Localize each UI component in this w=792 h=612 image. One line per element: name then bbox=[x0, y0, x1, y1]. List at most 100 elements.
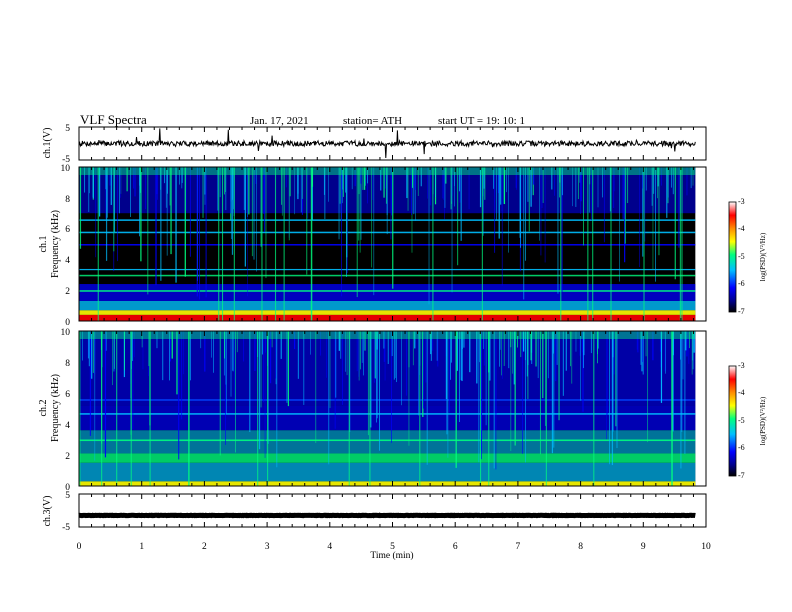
sferic-streak bbox=[660, 331, 662, 368]
sferic-streak bbox=[113, 167, 115, 232]
sferic-streak bbox=[559, 167, 561, 183]
sferic-streak bbox=[494, 167, 496, 253]
sferic-streak bbox=[391, 167, 392, 216]
sferic-streak bbox=[79, 331, 81, 486]
sferic-streak bbox=[587, 167, 589, 321]
sferic-streak bbox=[671, 331, 673, 486]
sferic-streak bbox=[97, 167, 99, 321]
sferic-streak bbox=[493, 331, 495, 469]
sferic-streak bbox=[479, 331, 482, 486]
sferic-streak bbox=[590, 331, 592, 354]
sferic-streak bbox=[462, 331, 463, 349]
sferic-streak bbox=[303, 331, 305, 405]
sferic-streak bbox=[688, 331, 690, 364]
sferic-streak bbox=[372, 167, 374, 200]
sferic-streak bbox=[224, 167, 225, 195]
sferic-streak bbox=[496, 167, 497, 221]
sferic-streak bbox=[176, 331, 178, 395]
time-axis-label: Time (min) bbox=[370, 550, 413, 561]
sferic-streak bbox=[454, 167, 455, 207]
sferic-streak bbox=[637, 331, 639, 353]
sferic-streak bbox=[692, 167, 694, 186]
sferic-streak bbox=[392, 167, 394, 289]
sferic-streak bbox=[451, 167, 453, 293]
sferic-streak bbox=[367, 167, 368, 204]
sferic-streak bbox=[149, 331, 151, 486]
sferic-streak bbox=[334, 331, 336, 429]
sferic-streak bbox=[386, 167, 388, 235]
sferic-streak bbox=[185, 167, 187, 211]
sferic-streak bbox=[660, 331, 663, 403]
sferic-streak bbox=[243, 167, 245, 210]
sferic-streak bbox=[233, 167, 234, 210]
time-axis-tick-label: 4 bbox=[327, 542, 332, 552]
sferic-streak bbox=[443, 167, 445, 200]
sferic-streak bbox=[422, 331, 424, 417]
sferic-streak bbox=[619, 167, 620, 282]
ch2-spec-ytick-4: 4 bbox=[65, 421, 70, 431]
sferic-streak bbox=[219, 167, 221, 198]
sferic-streak bbox=[501, 167, 503, 286]
time-axis-tick-label: 10 bbox=[701, 542, 711, 552]
sferic-streak bbox=[367, 167, 368, 184]
sferic-streak bbox=[132, 331, 133, 361]
sferic-streak bbox=[693, 331, 695, 353]
sferic-streak bbox=[681, 331, 683, 432]
sferic-streak bbox=[579, 167, 581, 183]
sferic-streak bbox=[406, 331, 407, 396]
sferic-streak bbox=[281, 167, 282, 205]
ch1-cb-tick-m3: -3 bbox=[738, 197, 745, 206]
sferic-streak bbox=[396, 331, 397, 383]
sferic-streak bbox=[455, 331, 457, 468]
sferic-streak bbox=[347, 167, 348, 274]
sferic-streak bbox=[537, 331, 539, 379]
sferic-streak bbox=[99, 167, 101, 217]
ch1-colorbar-frame bbox=[728, 201, 737, 313]
time-axis-tick-label: 8 bbox=[578, 542, 583, 552]
sferic-streak bbox=[139, 167, 141, 193]
sferic-streak bbox=[674, 167, 676, 280]
ch1-waveform-panel: 5 -5 ch.1(V) bbox=[42, 124, 707, 165]
sferic-streak bbox=[302, 167, 304, 199]
time-axis-tick-labels: 0 1 2 3 4 5 6 7 8 9 10 bbox=[77, 542, 711, 552]
ch1-spec-ylabel-frequency: Frequency (kHz) bbox=[50, 210, 61, 278]
sferic-streak bbox=[457, 167, 459, 266]
sferic-streak bbox=[340, 331, 342, 359]
sferic-streak bbox=[141, 331, 143, 348]
sferic-streak bbox=[92, 331, 94, 373]
ch2-colorbar: -3 -4 -5 -6 -7 log(PSD)(V²/Hz) bbox=[728, 361, 767, 480]
sferic-streak bbox=[606, 331, 607, 440]
sferic-streak bbox=[575, 167, 577, 207]
sferic-streak bbox=[188, 331, 190, 486]
sferic-streak bbox=[556, 331, 558, 365]
ch3-waveform-frame bbox=[78, 493, 707, 528]
sferic-streak bbox=[263, 167, 265, 215]
sferic-streak bbox=[408, 331, 410, 446]
sferic-streak bbox=[341, 167, 343, 204]
sferic-streak bbox=[383, 167, 385, 198]
spectrogram-band bbox=[79, 331, 696, 339]
sferic-streak bbox=[499, 331, 500, 367]
ch2-spectrogram-image bbox=[79, 331, 696, 486]
sferic-streak bbox=[119, 167, 120, 214]
sferic-streak bbox=[657, 167, 659, 187]
sferic-streak bbox=[570, 331, 571, 367]
sferic-streak bbox=[525, 167, 527, 261]
sferic-streak bbox=[183, 331, 184, 375]
sferic-streak bbox=[478, 331, 480, 463]
sferic-streak bbox=[247, 167, 248, 297]
sferic-streak bbox=[275, 331, 277, 379]
sferic-streak bbox=[519, 167, 521, 238]
sferic-streak bbox=[642, 331, 644, 375]
sferic-streak bbox=[205, 167, 207, 298]
sferic-streak bbox=[450, 167, 452, 210]
ch2-spec-ytick-8: 8 bbox=[65, 359, 70, 369]
sferic-streak bbox=[483, 331, 485, 366]
sferic-streak bbox=[310, 167, 312, 321]
sferic-streak bbox=[508, 331, 510, 369]
sferic-streak bbox=[407, 167, 409, 211]
sferic-streak bbox=[140, 167, 142, 262]
sferic-streak bbox=[449, 331, 450, 413]
sferic-streak bbox=[417, 167, 419, 196]
